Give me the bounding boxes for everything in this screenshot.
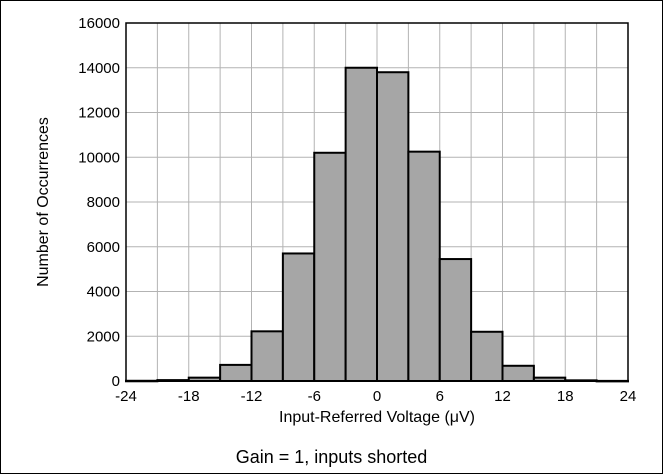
histogram-bar xyxy=(407,150,441,382)
plot-border xyxy=(125,22,629,382)
x-tick-label: 0 xyxy=(373,388,381,405)
x-tick-label: 18 xyxy=(557,388,574,405)
histogram-bar xyxy=(344,66,378,382)
y-tick-label: 12000 xyxy=(78,105,120,122)
histogram-bar xyxy=(470,330,504,382)
histogram-bar xyxy=(438,258,473,382)
y-tick-label: 6000 xyxy=(87,239,120,256)
y-tick-label: 2000 xyxy=(87,328,120,345)
y-tick-label: 10000 xyxy=(78,149,120,166)
y-tick-label: 8000 xyxy=(87,194,120,211)
y-tick-label: 4000 xyxy=(87,284,120,301)
x-tick-label: -12 xyxy=(241,388,263,405)
histogram-bar xyxy=(501,364,535,383)
histogram-bar xyxy=(281,252,316,382)
x-tick-label: -18 xyxy=(178,388,200,405)
y-tick-label: 14000 xyxy=(78,60,120,77)
x-tick-label: 12 xyxy=(494,388,511,405)
x-axis-label: Input-Referred Voltage (μV) xyxy=(279,409,475,426)
histogram-bar xyxy=(313,151,347,382)
y-axis-label: Number of Occurrences xyxy=(35,117,52,287)
histogram-bar xyxy=(376,71,410,382)
chart-caption: Gain = 1, inputs shorted xyxy=(235,447,428,467)
x-tick-label: -6 xyxy=(308,388,321,405)
histogram-bar xyxy=(250,330,284,383)
x-tick-label: 24 xyxy=(620,388,637,405)
y-tick-label: 16000 xyxy=(78,15,120,32)
x-tick-label: -24 xyxy=(115,388,137,405)
histogram-bar xyxy=(219,363,253,383)
y-tick-label: 0 xyxy=(112,373,120,390)
x-tick-label: 6 xyxy=(436,388,444,405)
